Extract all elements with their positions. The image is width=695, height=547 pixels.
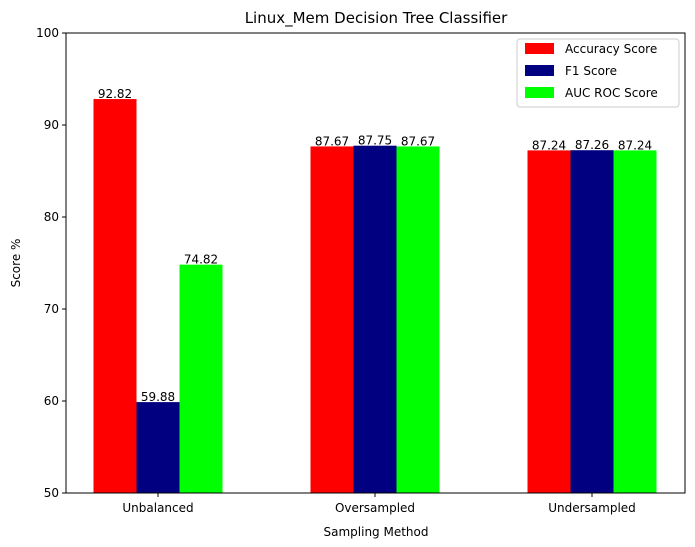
bar-2-1 bbox=[136, 402, 180, 493]
x-axis-label: Sampling Method bbox=[324, 525, 429, 539]
y-tick-label: 90 bbox=[44, 118, 59, 132]
x-axis-ticks: Unbalanced Oversampled Undersampled bbox=[122, 493, 636, 515]
legend-swatch-3 bbox=[525, 87, 554, 98]
y-axis-label: Score % bbox=[9, 239, 23, 288]
bar-3-1 bbox=[179, 264, 223, 493]
legend-label-3: AUC ROC Score bbox=[565, 86, 658, 100]
x-tick-label: Unbalanced bbox=[122, 501, 193, 515]
bar-3-2 bbox=[396, 146, 440, 493]
bar-value-label: 87.67 bbox=[315, 134, 349, 148]
y-tick-label: 60 bbox=[44, 394, 59, 408]
y-tick-label: 80 bbox=[44, 210, 59, 224]
bar-value-label: 59.88 bbox=[141, 390, 175, 404]
bar-2-3 bbox=[570, 150, 614, 493]
bar-value-label: 92.82 bbox=[98, 87, 132, 101]
bar-3-3 bbox=[613, 150, 657, 493]
legend-label-2: F1 Score bbox=[565, 64, 617, 78]
legend: Accuracy Score F1 Score AUC ROC Score bbox=[516, 38, 680, 108]
bar-1-3 bbox=[527, 150, 571, 493]
bar-value-label: 74.82 bbox=[184, 253, 218, 267]
y-tick-label: 50 bbox=[44, 486, 59, 500]
bar-value-label: 87.26 bbox=[575, 138, 609, 152]
chart-title: Linux_Mem Decision Tree Classifier bbox=[245, 9, 508, 28]
legend-swatch-2 bbox=[525, 65, 554, 76]
bar-value-label: 87.67 bbox=[401, 134, 435, 148]
value-labels-group: 92.82 87.67 87.24 59.88 87.75 87.26 74.82 87.67… bbox=[98, 87, 652, 404]
bar-value-label: 87.24 bbox=[532, 138, 566, 152]
y-axis-ticks: 50 60 70 80 90 100 bbox=[36, 26, 66, 500]
bar-2-2 bbox=[353, 145, 397, 493]
x-tick-label: Undersampled bbox=[548, 501, 636, 515]
bars-group bbox=[93, 99, 657, 493]
bar-1-1 bbox=[93, 99, 137, 493]
x-tick-label: Oversampled bbox=[335, 501, 415, 515]
y-tick-label: 70 bbox=[44, 302, 59, 316]
bar-value-label: 87.24 bbox=[618, 138, 652, 152]
y-tick-label: 100 bbox=[36, 26, 59, 40]
bar-value-label: 87.75 bbox=[358, 134, 392, 148]
legend-swatch-1 bbox=[525, 43, 554, 54]
legend-box bbox=[516, 38, 680, 108]
legend-label-1: Accuracy Score bbox=[565, 42, 657, 56]
bar-1-2 bbox=[310, 146, 354, 493]
